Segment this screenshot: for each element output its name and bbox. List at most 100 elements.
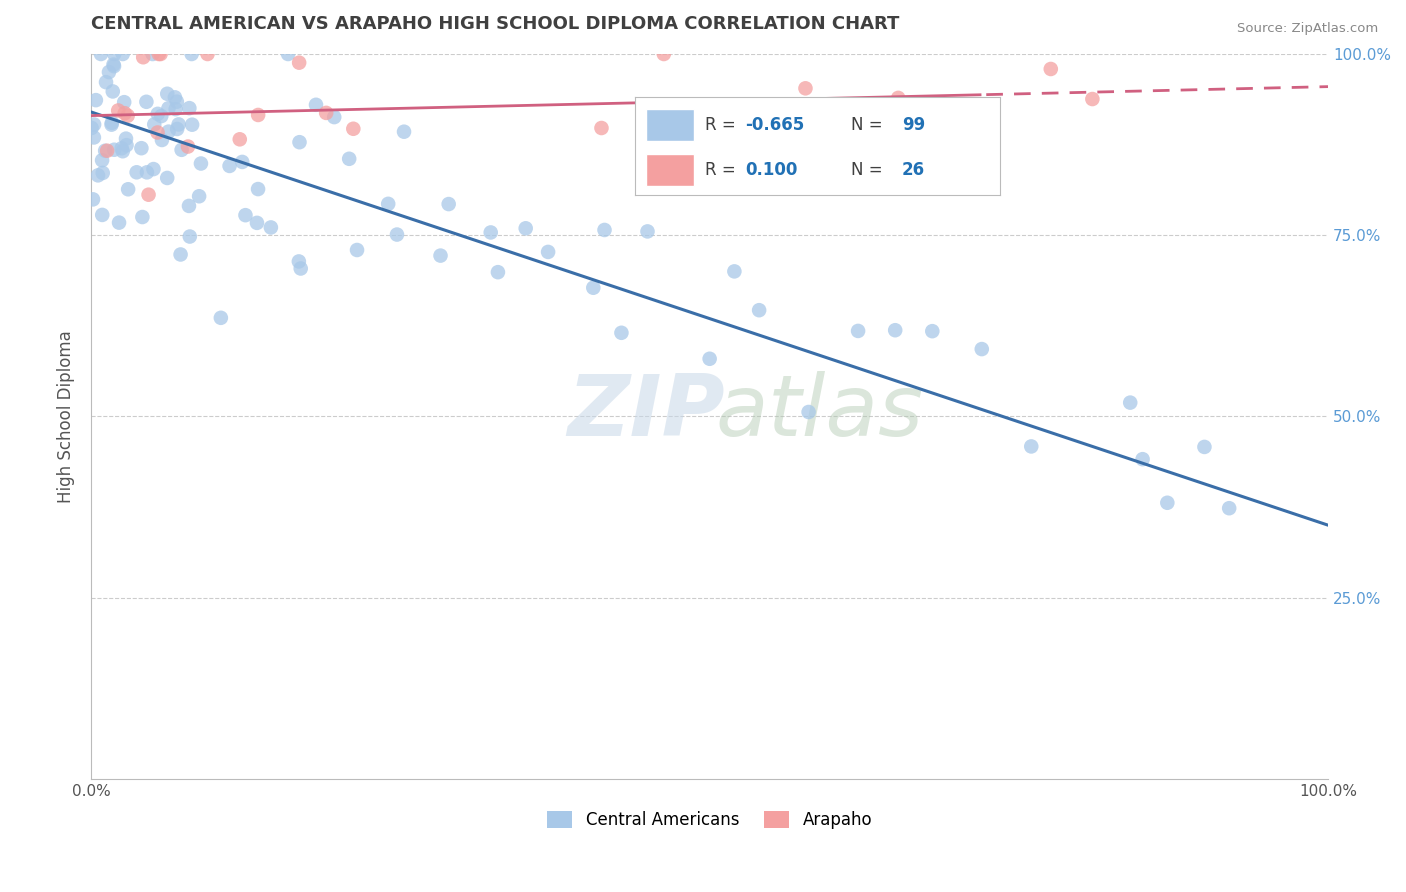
Point [323,110,346,124]
Point [146,126,169,140]
Point [169,247,191,261]
Point [157,101,180,115]
Point [179,229,201,244]
Point [290,261,312,276]
Point [149,47,172,62]
Point [342,121,364,136]
Point [346,243,368,257]
Point [188,189,211,203]
Point [884,323,907,337]
Point [131,141,153,155]
Point [515,221,537,235]
Point [142,162,165,177]
Point [610,326,633,340]
Point [537,244,560,259]
Point [111,145,134,159]
Point [337,152,360,166]
Point [377,197,399,211]
Point [97,65,120,79]
Point [117,182,139,196]
Point [179,101,201,115]
Point [723,264,745,278]
Text: Source: ZipAtlas.com: Source: ZipAtlas.com [1237,22,1378,36]
Point [100,118,122,132]
Point [91,153,114,168]
Point [593,223,616,237]
Y-axis label: High School Diploma: High School Diploma [58,330,75,503]
Point [748,303,770,318]
Point [96,144,118,158]
Point [87,169,110,183]
Point [83,130,105,145]
Point [103,143,125,157]
Point [1218,501,1240,516]
Point [157,125,180,139]
Point [748,108,770,122]
Point [138,187,160,202]
Point [150,133,173,147]
Text: ZIP: ZIP [568,371,725,454]
Point [392,125,415,139]
Point [486,265,509,279]
Point [190,156,212,170]
Point [437,197,460,211]
Point [103,57,125,71]
Point [181,118,204,132]
Point [1081,92,1104,106]
Point [111,47,134,62]
Point [165,102,187,116]
Point [103,59,125,73]
Point [166,122,188,136]
Point [107,103,129,118]
Point [80,120,103,135]
Point [115,131,138,145]
Point [101,116,124,130]
Point [970,342,993,356]
Point [247,108,270,122]
Point [115,138,138,153]
Point [177,199,200,213]
Point [1156,496,1178,510]
Point [699,351,721,366]
Point [1119,395,1142,409]
Point [247,182,270,196]
Point [148,47,170,62]
Point [114,106,136,120]
Point [150,109,173,123]
Point [146,107,169,121]
Point [91,166,114,180]
Point [766,130,789,145]
Point [83,118,105,132]
Text: atlas: atlas [716,371,924,454]
Point [827,121,849,136]
Point [112,95,135,110]
Point [90,47,112,62]
Point [385,227,408,242]
Point [84,93,107,107]
Point [103,47,125,62]
Point [94,144,117,158]
Point [135,165,157,179]
Point [163,90,186,104]
Legend: Central Americans, Arapaho: Central Americans, Arapaho [540,805,879,836]
Point [315,106,337,120]
Point [887,91,910,105]
Point [277,47,299,62]
Point [82,192,104,206]
Point [260,220,283,235]
Point [288,254,311,268]
Text: CENTRAL AMERICAN VS ARAPAHO HIGH SCHOOL DIPLOMA CORRELATION CHART: CENTRAL AMERICAN VS ARAPAHO HIGH SCHOOL … [91,15,900,33]
Point [903,142,925,156]
Point [108,216,131,230]
Point [197,47,219,62]
Point [637,224,659,238]
Point [846,324,869,338]
Point [794,81,817,95]
Point [177,139,200,153]
Point [235,208,257,222]
Point [921,324,943,338]
Point [167,117,190,131]
Point [125,165,148,179]
Point [591,121,613,136]
Point [142,47,165,62]
